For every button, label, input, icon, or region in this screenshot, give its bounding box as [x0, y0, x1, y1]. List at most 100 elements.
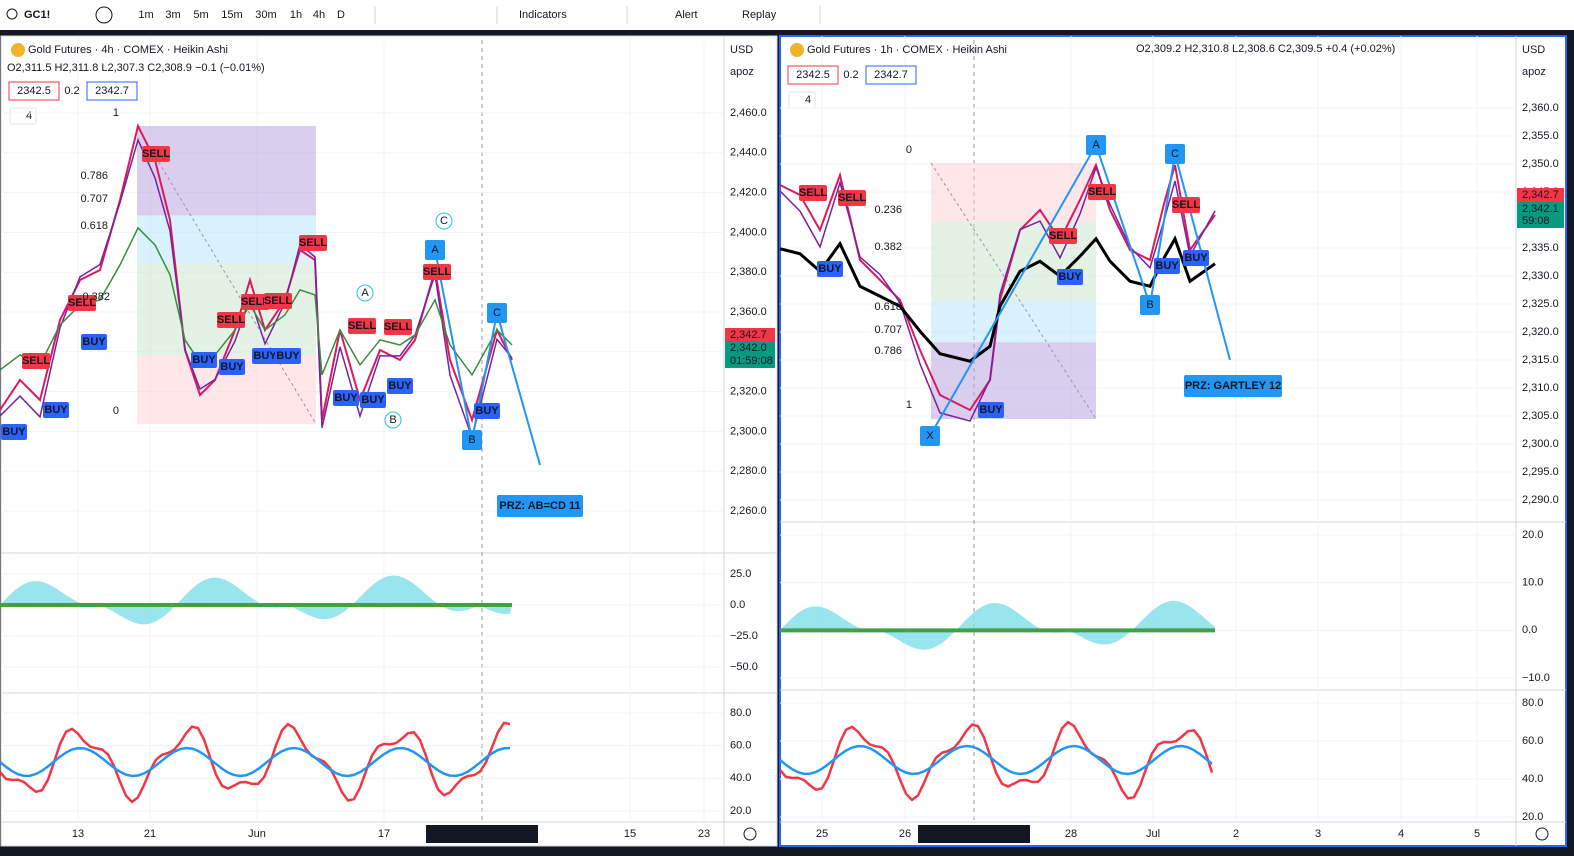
buy-label-bg	[81, 334, 107, 350]
ask[interactable]: 2342.7	[874, 69, 908, 81]
toolbar-button[interactable]: Alert	[675, 9, 698, 21]
time-tick-label: 21	[144, 828, 156, 840]
sell-label-bg	[264, 293, 292, 309]
sell-label: SELL	[68, 297, 96, 309]
wave-label: B	[389, 414, 396, 426]
osc-tick-label: 10.0	[1522, 577, 1543, 589]
osc-tick-label: 0.0	[730, 599, 745, 611]
price-tick-label: 2,305.0	[1522, 410, 1559, 422]
price-tag: 2,342.7	[730, 329, 767, 341]
price-tick-label: 2,300.0	[730, 425, 767, 437]
price-tick-label: 2,260.0	[730, 505, 767, 517]
time-tick-label: 13	[72, 828, 84, 840]
sell-label-bg	[348, 318, 376, 334]
ohlc: O2,309.2 H2,310.8 L2,308.6 C2,309.5 +0.4…	[1136, 43, 1395, 55]
price-tick-label: 2,295.0	[1522, 466, 1559, 478]
fib-level: 0.786	[80, 170, 108, 182]
scale-mode[interactable]: apoz	[730, 66, 754, 78]
bid[interactable]: 2342.5	[796, 69, 830, 81]
buy-label-bg	[1183, 250, 1209, 266]
buy-label: BUY	[276, 350, 300, 362]
buy-label: BUY	[388, 380, 412, 392]
prz-box	[1184, 375, 1282, 397]
price-tag-bg	[725, 341, 775, 355]
bid[interactable]: 2342.5	[17, 85, 51, 97]
price-tick-label: 2,280.0	[730, 465, 767, 477]
pattern-point: C	[493, 307, 501, 319]
interval[interactable]: 4h	[313, 9, 325, 21]
prz-box	[497, 495, 583, 517]
buy-label-bg	[978, 402, 1004, 418]
price-tag-bg	[725, 328, 775, 342]
price-tag-bg	[1517, 202, 1564, 216]
price-tag: 01:59:08	[730, 355, 773, 367]
price-tick-label: 2,420.0	[730, 187, 767, 199]
currency[interactable]: USD	[730, 44, 753, 56]
buy-label-bg	[387, 378, 413, 394]
symbol[interactable]: GC1!	[24, 9, 50, 21]
time-tick-label: 25	[816, 828, 828, 840]
fib-diagonal	[136, 125, 317, 425]
indicator-toggle[interactable]	[788, 91, 816, 109]
time-tick-label: 2	[1233, 828, 1239, 840]
search-icon	[6, 8, 18, 20]
scale-mode[interactable]: apoz	[1522, 66, 1546, 78]
toolbar-button[interactable]: Replay	[742, 9, 777, 21]
interval[interactable]: 1m	[138, 9, 153, 21]
ask-box	[865, 65, 917, 85]
pattern-point: X	[926, 430, 934, 442]
ask[interactable]: 2342.7	[95, 85, 129, 97]
sell-label: SELL	[1172, 199, 1200, 211]
settings[interactable]	[743, 827, 757, 841]
buy-label: BUY	[1155, 260, 1179, 272]
interval[interactable]: 5m	[193, 9, 208, 21]
indicator-toggle[interactable]	[9, 107, 37, 125]
pattern-point: B	[468, 434, 475, 446]
pattern-point: B	[1146, 299, 1153, 311]
interval[interactable]: 1h	[290, 9, 302, 21]
price-tick-label: 2,350.0	[1522, 158, 1559, 170]
currency[interactable]: USD	[1522, 44, 1545, 56]
osc-tick-label: −50.0	[730, 661, 758, 673]
fib-level: 0.707	[874, 324, 902, 336]
fib-level: 0.236	[874, 204, 902, 216]
fib-zone	[931, 163, 1096, 222]
fib-level: 0.382	[874, 241, 902, 253]
point-bg	[1086, 135, 1106, 155]
buy-label: BUY	[1058, 271, 1082, 283]
rsi-tick-label: 80.0	[1522, 697, 1543, 709]
osc-tick-label: −25.0	[730, 630, 758, 642]
time-tick-label: 26	[899, 828, 911, 840]
price-tick-label: 2,320.0	[730, 386, 767, 398]
price-tick-label: 2,330.0	[1522, 270, 1559, 282]
interval[interactable]: 3m	[165, 9, 180, 21]
wave-label: A	[361, 287, 369, 299]
wave-circle	[435, 212, 453, 230]
spread: 0.2	[843, 69, 858, 81]
interval[interactable]: 15m	[221, 9, 242, 21]
crosshair-tag: Wed 26 Jun '24 20:00	[427, 828, 537, 840]
toolbar	[0, 0, 1574, 30]
toolbar-button[interactable]: Indicators	[519, 9, 567, 21]
point-bg	[1165, 144, 1185, 164]
fib-level: 1	[906, 399, 912, 411]
time-tick-label: 28	[1065, 828, 1077, 840]
time-tick-label: Jun	[248, 828, 266, 840]
ma-line	[779, 165, 1216, 422]
wave-circle	[356, 284, 374, 302]
sell-label: SELL	[384, 321, 412, 333]
pattern-point: C	[1171, 148, 1179, 160]
buy-label-bg	[474, 403, 500, 419]
rsi-tick-label: 40.0	[730, 772, 751, 784]
interval[interactable]: 30m	[255, 9, 276, 21]
price-tag: 2,342.1	[1522, 203, 1559, 215]
histogram	[0, 575, 512, 625]
fib-zone	[137, 126, 316, 216]
settings[interactable]	[1535, 827, 1549, 841]
interval[interactable]: D	[337, 9, 345, 21]
sell-label: SELL	[22, 355, 50, 367]
sell-label-bg	[217, 312, 245, 328]
rsi-tick-label: 20.0	[730, 805, 751, 817]
add-symbol[interactable]	[95, 6, 113, 24]
